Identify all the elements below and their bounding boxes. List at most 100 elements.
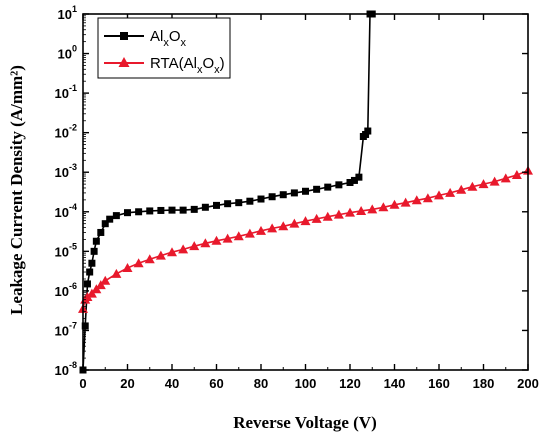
x-tick-label: 180 xyxy=(473,376,495,391)
data-point-alxox xyxy=(350,176,358,184)
data-point-rta-alxox xyxy=(422,193,433,203)
y-tick-label: 10-7 xyxy=(55,320,77,338)
x-axis-title: Reverse Voltage (V) xyxy=(233,413,377,432)
y-tick-label: 10-5 xyxy=(55,241,77,259)
data-point-rta-alxox xyxy=(345,207,355,217)
y-tick-label: 101 xyxy=(58,4,77,22)
legend-label-alxox: AlxOx xyxy=(150,28,187,49)
data-point-alxox xyxy=(179,206,187,214)
y-tick-label: 10-6 xyxy=(55,281,77,299)
data-point-alxox xyxy=(124,209,131,217)
y-tick-label: 10-3 xyxy=(55,162,77,180)
data-point-rta-alxox xyxy=(378,202,389,212)
data-point-rta-alxox xyxy=(278,221,289,231)
legend-marker-triangle xyxy=(118,57,130,67)
data-point-rta-alxox xyxy=(389,199,400,209)
data-point-alxox xyxy=(235,199,243,207)
legend-label-rta: RTA(AlxOx) xyxy=(150,55,225,76)
data-point-alxox xyxy=(190,205,198,213)
legend-marker-square xyxy=(120,32,128,40)
data-point-rta-alxox xyxy=(367,204,378,214)
data-point-rta-alxox xyxy=(222,233,233,243)
y-axis-title: Leakage Current Density (A/mm²) xyxy=(7,65,26,315)
legend: AlxOx RTA(AlxOx) xyxy=(97,17,231,79)
data-point-alxox xyxy=(146,207,154,215)
data-point-alxox xyxy=(355,173,363,181)
data-point-alxox xyxy=(302,187,309,195)
data-point-alxox xyxy=(324,183,332,191)
data-point-alxox xyxy=(279,191,287,199)
data-point-alxox xyxy=(290,189,298,197)
data-point-rta-alxox xyxy=(122,262,133,272)
data-point-rta-alxox xyxy=(100,275,111,285)
x-tick-label: 60 xyxy=(209,376,223,391)
x-tick-label: 20 xyxy=(120,376,134,391)
data-point-rta-alxox xyxy=(445,187,456,197)
data-point-rta-alxox xyxy=(300,216,311,226)
x-tick-label: 40 xyxy=(165,376,179,391)
data-point-alxox xyxy=(213,201,220,209)
data-point-alxox xyxy=(112,212,120,220)
y-axis-title-text: Leakage Current Density (A/mm²) xyxy=(7,65,26,315)
data-point-rta-alxox xyxy=(356,205,367,215)
data-point-rta-alxox xyxy=(467,181,478,191)
data-point-alxox xyxy=(257,195,265,203)
data-point-rta-alxox xyxy=(289,218,300,228)
y-tick-label: 10-8 xyxy=(55,360,77,378)
data-point-alxox xyxy=(246,197,254,205)
data-point-alxox xyxy=(346,178,354,186)
data-point-alxox xyxy=(106,215,114,223)
data-point-rta-alxox xyxy=(111,268,122,278)
data-point-rta-alxox xyxy=(178,244,189,254)
x-tick-label: 80 xyxy=(254,376,268,391)
data-point-alxox xyxy=(83,280,91,288)
data-point-rta-alxox xyxy=(511,170,522,180)
data-point-alxox xyxy=(335,181,343,189)
x-tick-label: 120 xyxy=(339,376,361,391)
x-tick-label: 200 xyxy=(517,376,539,391)
data-point-rta-alxox xyxy=(322,211,333,221)
data-point-rta-alxox xyxy=(411,195,422,205)
data-point-alxox xyxy=(81,322,89,330)
data-point-rta-alxox xyxy=(200,238,211,248)
y-tick-label: 100 xyxy=(58,44,77,62)
data-point-alxox xyxy=(101,220,109,228)
data-point-rta-alxox xyxy=(244,228,255,238)
data-point-rta-alxox xyxy=(189,241,200,251)
data-point-rta-alxox xyxy=(256,225,266,235)
data-point-rta-alxox xyxy=(211,235,222,245)
x-tick-label: 0 xyxy=(79,376,86,391)
data-point-rta-alxox xyxy=(133,258,144,268)
data-point-rta-alxox xyxy=(489,176,500,186)
data-point-rta-alxox xyxy=(144,254,155,264)
data-point-rta-alxox xyxy=(434,190,444,200)
legend-entry-alxox: AlxOx xyxy=(104,28,187,49)
data-point-alxox xyxy=(92,237,100,245)
data-point-alxox xyxy=(97,228,105,236)
y-tick-label: 10-4 xyxy=(55,202,77,220)
data-point-alxox xyxy=(201,203,209,211)
legend-entry-rta: RTA(AlxOx) xyxy=(104,55,225,76)
data-point-rta-alxox xyxy=(478,179,489,189)
data-point-alxox xyxy=(168,206,176,214)
data-point-rta-alxox xyxy=(500,173,511,183)
data-point-alxox xyxy=(88,259,96,267)
data-point-alxox xyxy=(157,206,165,214)
data-point-alxox xyxy=(90,247,98,255)
data-point-alxox xyxy=(86,268,94,276)
data-point-alxox xyxy=(135,208,143,216)
data-point-alxox xyxy=(268,193,276,201)
data-point-rta-alxox xyxy=(400,197,411,207)
data-point-rta-alxox xyxy=(333,209,344,219)
y-tick-label: 10-2 xyxy=(55,123,77,141)
data-point-rta-alxox xyxy=(311,213,322,223)
x-tick-label: 160 xyxy=(428,376,450,391)
data-point-alxox xyxy=(224,200,232,208)
data-point-rta-alxox xyxy=(267,223,278,233)
data-point-rta-alxox xyxy=(155,250,166,260)
data-point-rta-alxox xyxy=(233,231,244,241)
data-point-alxox xyxy=(313,185,321,193)
axes-layer: 0 20 40 60 80 100 120 140 160 180 200 10-8 10-7 10-6 1… xyxy=(55,4,539,391)
data-point-rta-alxox xyxy=(82,292,93,302)
